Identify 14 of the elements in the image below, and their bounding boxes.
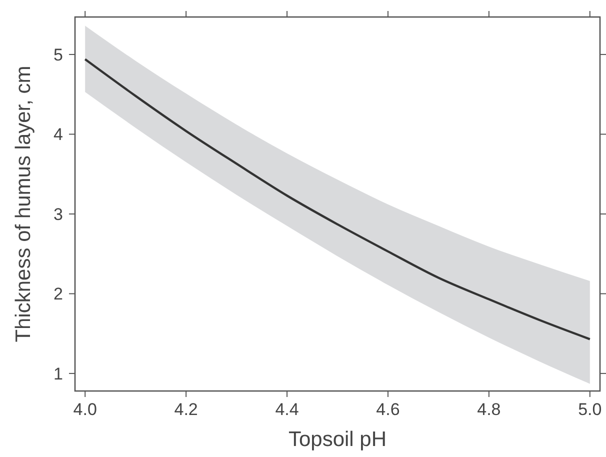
x-tick-label: 4.6 bbox=[376, 400, 400, 419]
line-series bbox=[84, 58, 592, 340]
x-tick-label: 4.8 bbox=[477, 400, 501, 419]
y-axis-title: Thickness of humus layer, cm bbox=[12, 66, 35, 342]
x-tick-label: 4.0 bbox=[73, 400, 97, 419]
y-tick-label: 4 bbox=[54, 125, 63, 144]
x-axis-title: Topsoil pH bbox=[288, 428, 387, 451]
x-tick-label: 4.2 bbox=[174, 400, 198, 419]
x-tick-label: 5.0 bbox=[578, 400, 602, 419]
y-tick-label: 2 bbox=[54, 284, 63, 304]
y-tick-label: 3 bbox=[54, 204, 63, 224]
x-tick-label: 4.4 bbox=[275, 400, 299, 419]
y-tick-label: 1 bbox=[54, 364, 63, 384]
y-tick-label: 5 bbox=[54, 45, 63, 64]
